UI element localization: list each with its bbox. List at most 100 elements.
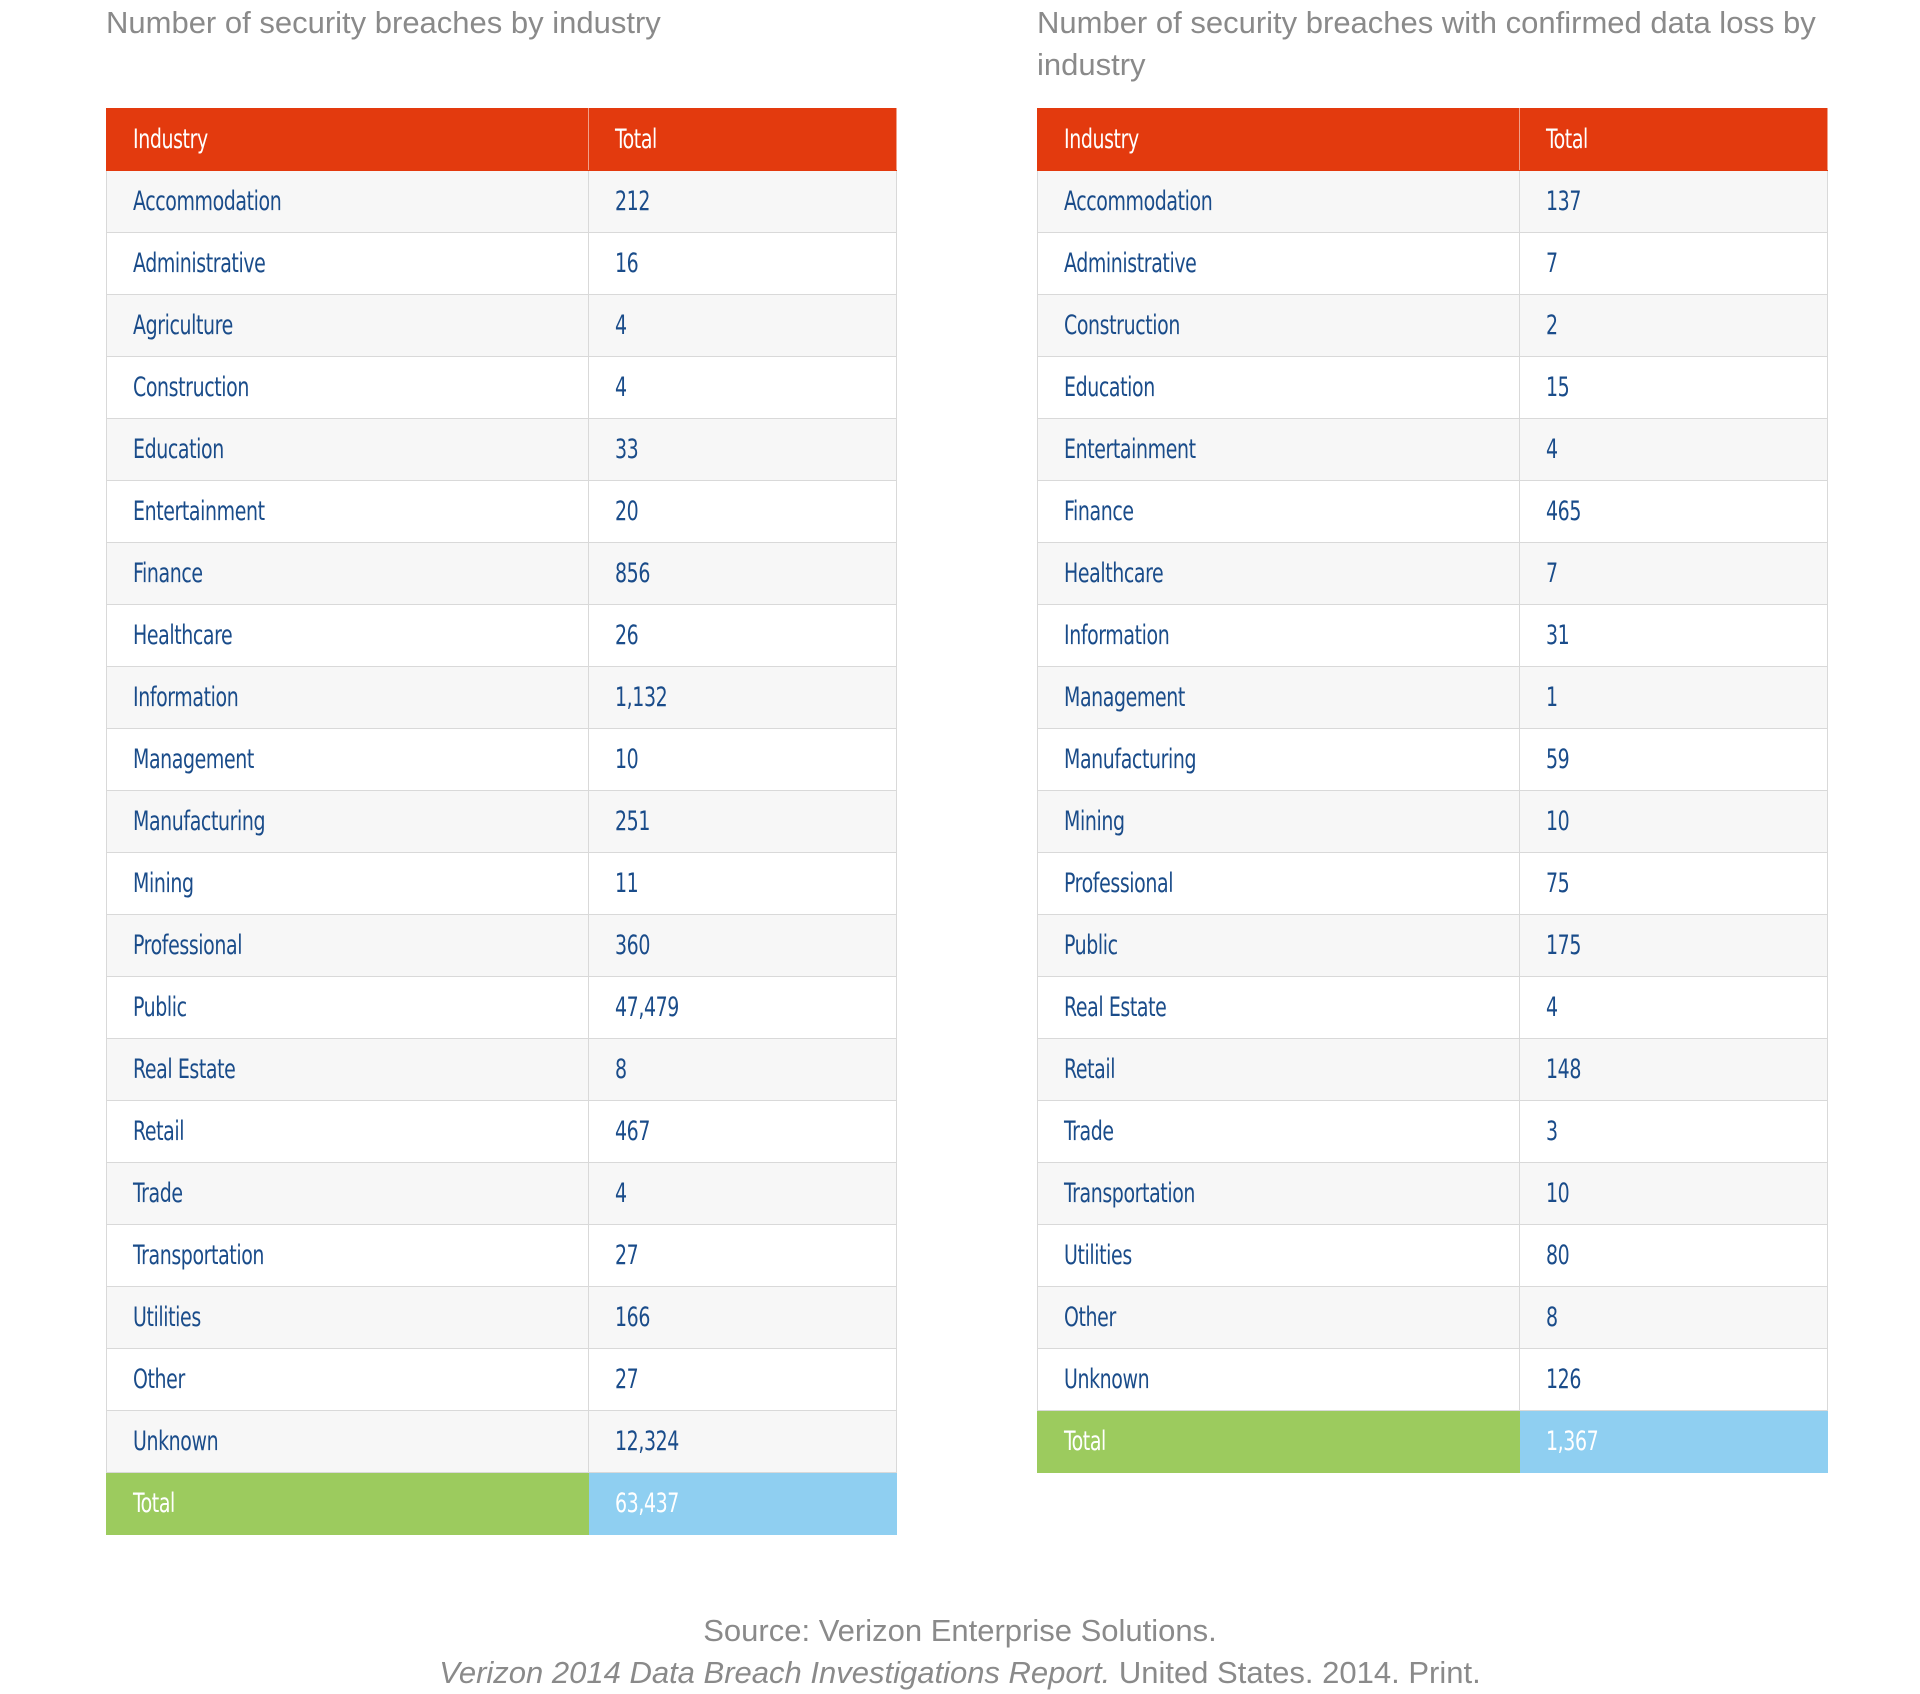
industry-cell: Real Estate (1037, 976, 1520, 1039)
industry-cell: Management (1037, 666, 1520, 729)
table-row: Trade 3 (1037, 1100, 1828, 1163)
total-cell: 148 (1519, 1038, 1828, 1101)
total-cell: 11 (588, 852, 897, 915)
industry-cell: Education (1037, 356, 1520, 419)
industry-cell: Other (106, 1348, 589, 1411)
total-cell: 7 (1519, 542, 1828, 605)
industry-cell: Accommodation (106, 170, 589, 233)
table-header-row: Industry Total (1037, 108, 1828, 171)
table-row: Management 1 (1037, 666, 1828, 729)
industry-cell: Education (106, 418, 589, 481)
table-row: Finance 465 (1037, 480, 1828, 543)
table-row: Finance 856 (106, 542, 897, 605)
industry-cell: Construction (106, 356, 589, 419)
table-row: Mining 11 (106, 852, 897, 915)
industry-cell: Manufacturing (1037, 728, 1520, 791)
table-row: Unknown 12,324 (106, 1410, 897, 1473)
table-row: Public 47,479 (106, 976, 897, 1039)
total-label: Total (106, 1472, 589, 1535)
table-row: Transportation 10 (1037, 1162, 1828, 1225)
total-cell: 4 (588, 1162, 897, 1225)
table-row: Entertainment 20 (106, 480, 897, 543)
total-row: Total 63,437 (106, 1472, 897, 1535)
total-cell: 33 (588, 418, 897, 481)
table-row: Manufacturing 59 (1037, 728, 1828, 791)
industry-cell: Public (1037, 914, 1520, 977)
total-cell: 8 (588, 1038, 897, 1101)
total-cell: 80 (1519, 1224, 1828, 1287)
header-industry: Industry (106, 108, 589, 171)
total-value: 63,437 (588, 1472, 897, 1535)
total-cell: 3 (1519, 1100, 1828, 1163)
table-row: Manufacturing 251 (106, 790, 897, 853)
industry-cell: Information (106, 666, 589, 729)
total-cell: 856 (588, 542, 897, 605)
total-cell: 465 (1519, 480, 1828, 543)
total-cell: 467 (588, 1100, 897, 1163)
total-cell: 10 (1519, 1162, 1828, 1225)
table-row: Other 27 (106, 1348, 897, 1411)
table-body: Accommodation 137 Administrative 7 Construct… (1037, 170, 1828, 1473)
total-cell: 126 (1519, 1348, 1828, 1411)
industry-cell: Mining (1037, 790, 1520, 853)
total-cell: 27 (588, 1348, 897, 1411)
total-cell: 2 (1519, 294, 1828, 357)
total-cell: 1,132 (588, 666, 897, 729)
industry-cell: Other (1037, 1286, 1520, 1349)
total-cell: 31 (1519, 604, 1828, 667)
table-body: Accommodation 212 Administrative 16 Agricult… (106, 170, 897, 1535)
industry-cell: Unknown (1037, 1348, 1520, 1411)
industry-cell: Mining (106, 852, 589, 915)
table-row: Mining 10 (1037, 790, 1828, 853)
total-cell: 4 (1519, 976, 1828, 1039)
industry-cell: Retail (1037, 1038, 1520, 1101)
industry-cell: Real Estate (106, 1038, 589, 1101)
total-cell: 137 (1519, 170, 1828, 233)
panel-title: Number of security breaches with confirm… (1037, 5, 1816, 82)
table-row: Professional 360 (106, 914, 897, 977)
industry-cell: Administrative (1037, 232, 1520, 295)
industry-cell: Entertainment (1037, 418, 1520, 481)
data-loss-panel: Number of security breaches with confirm… (1037, 0, 1828, 1473)
total-label: Total (1037, 1410, 1520, 1473)
table-row: Real Estate 8 (106, 1038, 897, 1101)
table-row: Retail 148 (1037, 1038, 1828, 1101)
industry-cell: Accommodation (1037, 170, 1520, 233)
header-total: Total (588, 108, 897, 171)
source-details: United States. 2014. Print. (1110, 1655, 1481, 1690)
total-row: Total 1,367 (1037, 1410, 1828, 1473)
source-line-2: Verizon 2014 Data Breach Investigations … (0, 1652, 1920, 1694)
industry-cell: Professional (1037, 852, 1520, 915)
total-cell: 4 (588, 356, 897, 419)
total-cell: 4 (588, 294, 897, 357)
industry-cell: Management (106, 728, 589, 791)
table-row: Entertainment 4 (1037, 418, 1828, 481)
table-row: Real Estate 4 (1037, 976, 1828, 1039)
total-cell: 75 (1519, 852, 1828, 915)
total-cell: 59 (1519, 728, 1828, 791)
breaches-panel: Number of security breaches by industry … (106, 0, 897, 1535)
industry-cell: Public (106, 976, 589, 1039)
total-cell: 4 (1519, 418, 1828, 481)
total-cell: 10 (588, 728, 897, 791)
table-row: Healthcare 26 (106, 604, 897, 667)
table-row: Transportation 27 (106, 1224, 897, 1287)
total-cell: 26 (588, 604, 897, 667)
industry-cell: Entertainment (106, 480, 589, 543)
industry-cell: Finance (106, 542, 589, 605)
industry-cell: Trade (106, 1162, 589, 1225)
table-row: Trade 4 (106, 1162, 897, 1225)
industry-cell: Transportation (106, 1224, 589, 1287)
table-row: Agriculture 4 (106, 294, 897, 357)
industry-cell: Professional (106, 914, 589, 977)
total-cell: 166 (588, 1286, 897, 1349)
table-row: Utilities 80 (1037, 1224, 1828, 1287)
panel-title: Number of security breaches by industry (106, 5, 661, 40)
table-row: Other 8 (1037, 1286, 1828, 1349)
table-header-row: Industry Total (106, 108, 897, 171)
industry-cell: Transportation (1037, 1162, 1520, 1225)
industry-cell: Utilities (1037, 1224, 1520, 1287)
source-citation: Source: Verizon Enterprise Solutions. Ve… (0, 1610, 1920, 1694)
table-row: Administrative 16 (106, 232, 897, 295)
table-row: Management 10 (106, 728, 897, 791)
